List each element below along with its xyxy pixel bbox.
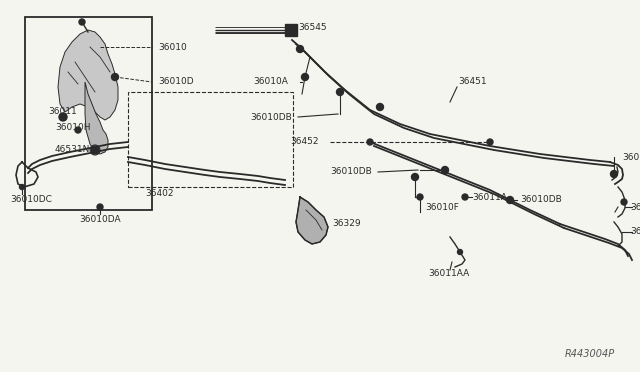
Text: 36010F: 36010F [622,153,640,161]
Polygon shape [58,30,118,120]
Text: R443004P: R443004P [565,349,615,359]
Text: 36011AA: 36011AA [630,228,640,237]
Text: 36010A: 36010A [253,77,288,87]
Circle shape [367,139,373,145]
Text: 36451: 36451 [458,77,486,87]
Circle shape [611,170,618,177]
Circle shape [487,139,493,145]
Circle shape [301,74,308,80]
Text: 36010D: 36010D [158,77,194,87]
Circle shape [412,173,419,180]
Text: 36011A: 36011A [630,202,640,212]
Circle shape [417,194,423,200]
Circle shape [59,113,67,121]
Text: 36011: 36011 [48,108,77,116]
Circle shape [75,127,81,133]
Text: 36010DB: 36010DB [250,112,292,122]
Circle shape [506,196,513,203]
Text: 36402: 36402 [146,189,174,199]
Text: 36010DB: 36010DB [330,167,372,176]
Circle shape [91,146,99,154]
Circle shape [458,250,463,254]
Circle shape [376,103,383,110]
Circle shape [79,19,85,25]
Text: 36010DC: 36010DC [10,196,52,205]
Circle shape [296,45,303,52]
Text: 36329: 36329 [332,219,360,228]
Circle shape [337,89,344,96]
Circle shape [111,74,118,80]
Circle shape [621,199,627,205]
Text: 36010DB: 36010DB [520,196,562,205]
Text: 36011AA: 36011AA [428,269,469,279]
Text: 36452: 36452 [290,138,319,147]
Text: 36010H: 36010H [55,124,90,132]
Text: 36010F: 36010F [425,202,459,212]
Text: 46531N: 46531N [55,145,90,154]
Text: 36010DA: 36010DA [79,215,121,224]
Polygon shape [85,82,108,154]
Text: 36011A: 36011A [472,192,507,202]
Circle shape [442,167,449,173]
Polygon shape [296,197,328,244]
Bar [25,17,152,210]
Bar [128,92,293,187]
Circle shape [19,185,24,189]
Text: 36010: 36010 [158,42,187,51]
Text: 36545: 36545 [298,22,326,32]
Circle shape [97,204,103,210]
Bar [285,24,297,36]
Circle shape [462,194,468,200]
